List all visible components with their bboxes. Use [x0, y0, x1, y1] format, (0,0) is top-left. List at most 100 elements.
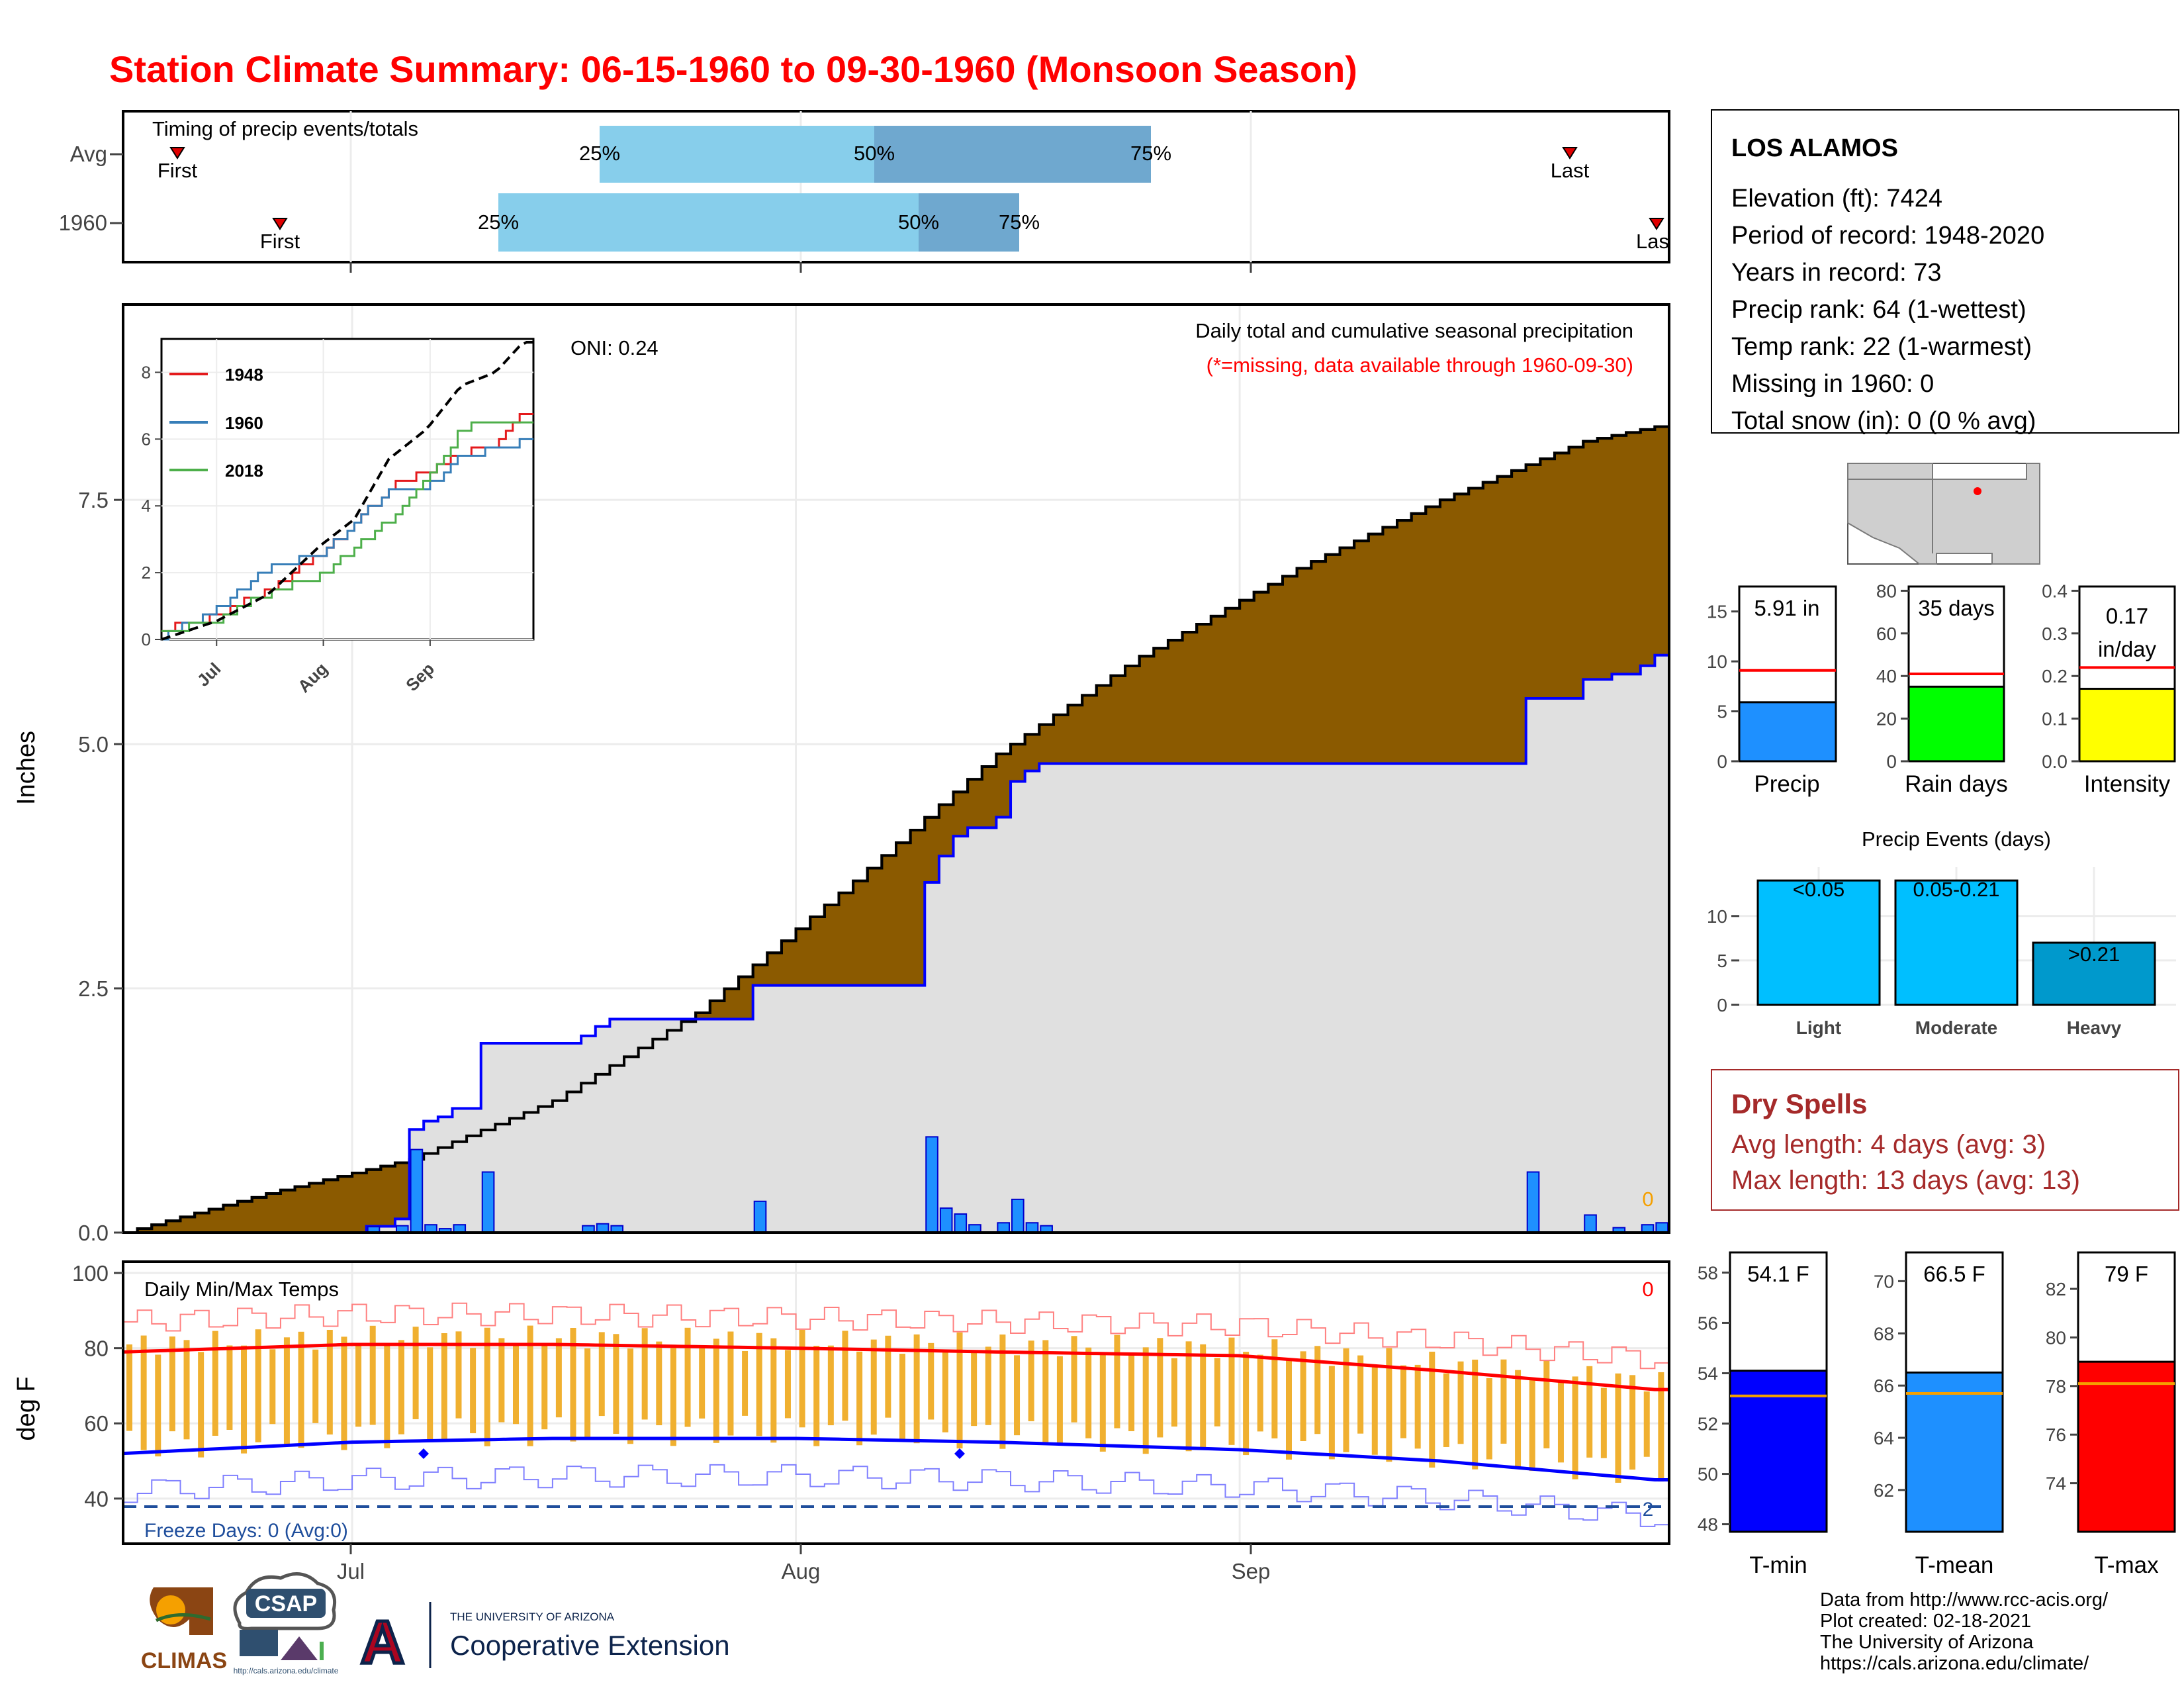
inset-y-tick-label: 2 [142, 563, 151, 583]
tmin-tick-label: 48 [1698, 1515, 1718, 1535]
inset-legend: 1948 1960 2018 [169, 365, 263, 481]
legend-label-2018: 2018 [225, 461, 263, 481]
daily-precip-bar [367, 1226, 381, 1233]
precip-total-label: Precip [1754, 771, 1819, 797]
daily-precip-bar [1655, 1222, 1668, 1233]
daily-temp-bar [513, 1344, 519, 1425]
precip-y-axis-title: Inches [13, 731, 40, 805]
daily-temp-bars [126, 1325, 1664, 1483]
y1960-75-label: 75% [999, 211, 1040, 234]
events-bar-light [1756, 879, 1881, 1006]
ua-logo: A THE UNIVERSITY OF ARIZONA Cooperative … [359, 1602, 730, 1678]
avg-cumulative-line [123, 425, 1669, 1233]
timing-row-1960: 1960 [59, 211, 107, 235]
rain-days-tick-label: 0 [1886, 751, 1897, 772]
daily-temp-bar [1142, 1347, 1149, 1454]
tmin-value: 54.1 F [1747, 1262, 1809, 1286]
precip-y-tick-label: 7.5 [78, 488, 109, 512]
y1960-first-label: First [260, 230, 300, 253]
freeze-days-label: Freeze Days: 0 (Avg:0) [144, 1520, 348, 1542]
daily-temp-bar [312, 1349, 319, 1423]
legend-label-1948: 1948 [225, 365, 263, 385]
daily-temp-bar [183, 1340, 190, 1440]
csap-mountain-icon [281, 1636, 318, 1660]
events-bar-label-light: <0.05 [1793, 878, 1844, 901]
daily-temp-bar [928, 1342, 934, 1420]
temp-chart-label: Daily Min/Max Temps [144, 1278, 339, 1301]
avg-first-marker [169, 147, 185, 160]
daily-precip-bar [1025, 1222, 1039, 1233]
record-low-marker-1 [418, 1448, 429, 1459]
precip-total-tick-label: 15 [1707, 602, 1727, 622]
ua-a-icon: A [361, 1609, 404, 1676]
footer-line-3: The University of Arizona [1820, 1632, 2034, 1653]
daily-temp-bar [670, 1344, 676, 1446]
y1960-25-label: 25% [478, 211, 519, 234]
dry-spells-max: Max length: 13 days (avg: 13) [1731, 1166, 2080, 1195]
events-y-tick-label: 5 [1717, 951, 1727, 971]
avg-last-label: Last [1551, 159, 1590, 182]
dry-spells-frame [1711, 1069, 2179, 1211]
tmin-frame [1729, 1251, 1828, 1533]
precip-total-chart: 0 5 10 15 5.91 in Precip [1707, 585, 1837, 797]
daily-temp-bar [1314, 1346, 1321, 1434]
station-elevation: Elevation (ft): 7424 [1731, 185, 1942, 212]
avg-first-label: First [158, 159, 198, 182]
daily-temp-bar [555, 1338, 562, 1418]
avg-25-label: 25% [579, 142, 620, 165]
daily-temp-bar [1486, 1378, 1492, 1460]
precip-total-tick-label: 10 [1707, 651, 1727, 672]
events-bar-moderate [1894, 879, 2019, 1006]
tmax-frame [2077, 1251, 2176, 1533]
dry-spells-avg: Avg length: 4 days (avg: 3) [1731, 1130, 2046, 1159]
avg-tmin-line [123, 1436, 1669, 1481]
events-bars [1756, 879, 2156, 1006]
precip-y-tick-label: 0.0 [78, 1221, 109, 1245]
daily-precip-bar [939, 1207, 953, 1233]
events-bar-label-heavy: >0.21 [2068, 943, 2120, 966]
rain-days-value: 35 days [1918, 596, 1995, 620]
tmean-chart: 62 64 66 68 70 66.5 F T-mean [1874, 1251, 2004, 1578]
daily-temp-bar [813, 1346, 820, 1446]
inset-gridlines [161, 339, 533, 640]
tmax-y-axis: 74 76 78 80 82 [2046, 1279, 2078, 1494]
tmax-tick-label: 82 [2046, 1279, 2066, 1299]
daily-temp-bar [570, 1328, 576, 1442]
tmin-tick-label: 58 [1698, 1262, 1718, 1283]
daily-temp-bar [1457, 1361, 1464, 1444]
daily-temp-bar [326, 1329, 333, 1435]
tmax-bar [2077, 1360, 2176, 1533]
daily-temp-bar [956, 1332, 963, 1449]
daily-temp-bar [1572, 1376, 1578, 1479]
tmin-bar [1729, 1370, 1828, 1533]
rain-days-y-axis: 0 20 40 60 80 [1876, 581, 1909, 772]
daily-temp-bar [699, 1348, 705, 1419]
events-cat-heavy: Heavy [2067, 1017, 2122, 1038]
avg-75-label: 75% [1130, 142, 1171, 165]
tmean-tick-label: 66 [1874, 1376, 1894, 1396]
daily-temp-bar [226, 1345, 233, 1430]
daily-temp-bar [1586, 1366, 1593, 1458]
station-info-frame [1711, 109, 2179, 434]
daily-precip-bar [1612, 1227, 1626, 1233]
ua-logo-small-text: THE UNIVERSITY OF ARIZONA [450, 1611, 615, 1623]
daily-temp-bar [1028, 1340, 1034, 1422]
daily-precip-bar [968, 1224, 981, 1233]
station-temp-rank: Temp rank: 22 (1-warmest) [1731, 333, 2032, 361]
daily-temp-bar [1286, 1360, 1292, 1460]
intensity-tick-label: 0.1 [2042, 709, 2068, 729]
freeze-count: 2 [1643, 1499, 1654, 1521]
intensity-chart: 0.0 0.1 0.2 0.3 0.4 0.17 in/day Intensity [2042, 581, 2176, 797]
tmin-y-axis: 48 50 52 54 56 58 [1698, 1262, 1730, 1535]
footer-line-4: https://cals.arizona.edu/climate/ [1820, 1653, 2089, 1674]
daily-temp-bar [627, 1348, 634, 1444]
tmean-y-axis: 62 64 66 68 70 [1874, 1271, 1906, 1501]
daily-temp-bar [1529, 1378, 1535, 1472]
events-y-tick-label: 0 [1717, 995, 1727, 1015]
inset-line-avg [161, 341, 533, 641]
daily-precip-bar [1641, 1224, 1655, 1233]
record-low-marker-2 [954, 1448, 965, 1459]
precip-missing-count: 0 [1642, 1188, 1653, 1211]
daily-temp-bar [1071, 1336, 1077, 1423]
